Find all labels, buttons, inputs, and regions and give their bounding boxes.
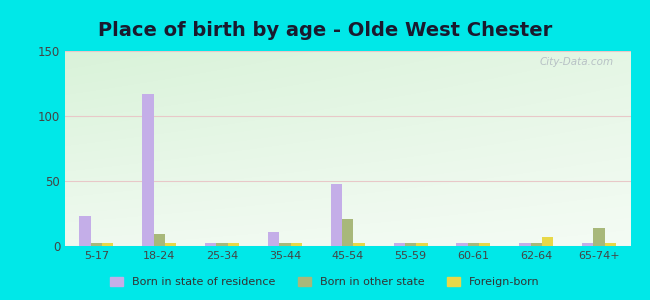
- Bar: [331, 184, 342, 246]
- Bar: [479, 243, 490, 246]
- Bar: [582, 243, 593, 246]
- Bar: [102, 243, 113, 246]
- Legend: Born in state of residence, Born in other state, Foreign-born: Born in state of residence, Born in othe…: [106, 272, 544, 291]
- Bar: [291, 243, 302, 246]
- Bar: [542, 237, 553, 246]
- Bar: [280, 243, 291, 246]
- Bar: [142, 94, 153, 246]
- Bar: [456, 243, 468, 246]
- Bar: [342, 219, 354, 246]
- Bar: [268, 232, 280, 246]
- Bar: [205, 243, 216, 246]
- Bar: [593, 228, 604, 246]
- Bar: [394, 243, 405, 246]
- Bar: [153, 234, 165, 246]
- Bar: [405, 243, 416, 246]
- Bar: [604, 243, 616, 246]
- Bar: [416, 243, 428, 246]
- Bar: [165, 243, 176, 246]
- Text: Place of birth by age - Olde West Chester: Place of birth by age - Olde West Cheste…: [98, 21, 552, 40]
- Bar: [468, 243, 479, 246]
- Bar: [91, 243, 102, 246]
- Bar: [227, 243, 239, 246]
- Bar: [79, 216, 91, 246]
- Bar: [519, 243, 530, 246]
- Bar: [216, 243, 228, 246]
- Bar: [530, 243, 542, 246]
- Text: City-Data.com: City-Data.com: [540, 57, 614, 67]
- Bar: [354, 243, 365, 246]
